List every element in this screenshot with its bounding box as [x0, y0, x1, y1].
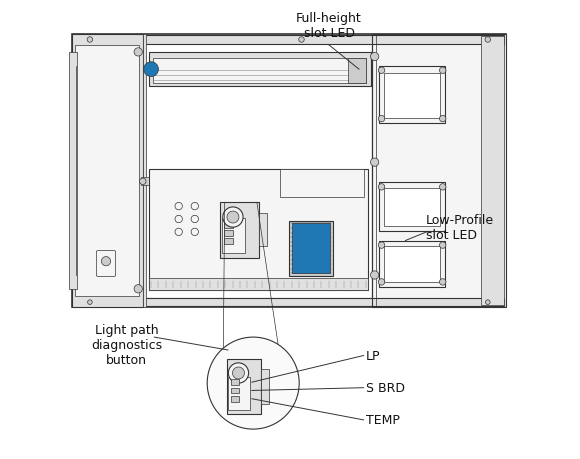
Text: Light path
diagnostics
button: Light path diagnostics button: [91, 324, 162, 366]
Bar: [259, 214, 267, 247]
Text: S BRD: S BRD: [366, 381, 405, 394]
Circle shape: [147, 65, 155, 75]
Bar: [379, 67, 445, 124]
Bar: [143, 34, 147, 308]
Bar: [229, 377, 249, 410]
Text: LP: LP: [366, 349, 380, 362]
Text: Full-height
slot LED: Full-height slot LED: [296, 11, 362, 39]
Bar: [220, 203, 259, 258]
Bar: [227, 359, 261, 414]
Bar: [149, 279, 368, 290]
Bar: [69, 53, 78, 289]
Circle shape: [191, 229, 198, 236]
Bar: [149, 53, 371, 87]
Circle shape: [378, 68, 385, 74]
Circle shape: [102, 257, 111, 266]
Bar: [231, 388, 239, 393]
Circle shape: [440, 279, 446, 285]
Bar: [158, 183, 162, 187]
Circle shape: [440, 116, 446, 123]
Bar: [75, 46, 139, 296]
Bar: [149, 170, 368, 290]
Circle shape: [371, 271, 379, 280]
Bar: [158, 176, 162, 181]
Circle shape: [191, 216, 198, 223]
Bar: [281, 170, 364, 197]
Bar: [74, 36, 504, 45]
Circle shape: [233, 367, 244, 379]
Bar: [385, 74, 440, 118]
Circle shape: [485, 38, 491, 43]
Circle shape: [175, 216, 182, 223]
Circle shape: [378, 242, 385, 249]
Bar: [379, 183, 445, 231]
Bar: [147, 45, 371, 297]
Circle shape: [191, 203, 198, 210]
Bar: [372, 34, 506, 308]
Circle shape: [134, 285, 142, 293]
Bar: [224, 230, 233, 236]
Circle shape: [87, 38, 93, 43]
Circle shape: [207, 337, 299, 429]
Circle shape: [371, 53, 379, 62]
Bar: [231, 380, 239, 385]
Text: TEMP: TEMP: [366, 414, 400, 426]
Circle shape: [378, 184, 385, 190]
Circle shape: [134, 49, 142, 57]
Circle shape: [223, 207, 243, 228]
Bar: [292, 224, 330, 274]
Circle shape: [175, 229, 182, 236]
Circle shape: [88, 300, 92, 305]
Bar: [261, 369, 269, 404]
Circle shape: [227, 212, 239, 224]
Bar: [71, 34, 143, 308]
Bar: [224, 222, 233, 228]
Circle shape: [440, 242, 446, 249]
Circle shape: [440, 68, 446, 74]
Bar: [347, 59, 366, 84]
Bar: [385, 246, 440, 282]
Circle shape: [299, 38, 304, 43]
Circle shape: [144, 62, 158, 78]
Bar: [159, 175, 171, 188]
Circle shape: [140, 179, 146, 185]
Bar: [385, 188, 440, 226]
Bar: [153, 59, 366, 84]
Bar: [74, 298, 504, 307]
Text: Low-Profile
slot LED: Low-Profile slot LED: [426, 213, 494, 241]
FancyBboxPatch shape: [96, 251, 115, 277]
Bar: [224, 239, 233, 245]
Bar: [379, 241, 445, 287]
Circle shape: [371, 159, 379, 167]
Circle shape: [378, 116, 385, 123]
Circle shape: [378, 279, 385, 285]
Circle shape: [440, 184, 446, 190]
Bar: [140, 178, 168, 186]
Bar: [289, 221, 333, 276]
Circle shape: [175, 203, 182, 210]
Circle shape: [229, 363, 249, 383]
Bar: [481, 37, 504, 305]
Bar: [222, 219, 245, 253]
Bar: [231, 396, 239, 402]
Bar: [71, 34, 506, 308]
Circle shape: [485, 300, 490, 305]
